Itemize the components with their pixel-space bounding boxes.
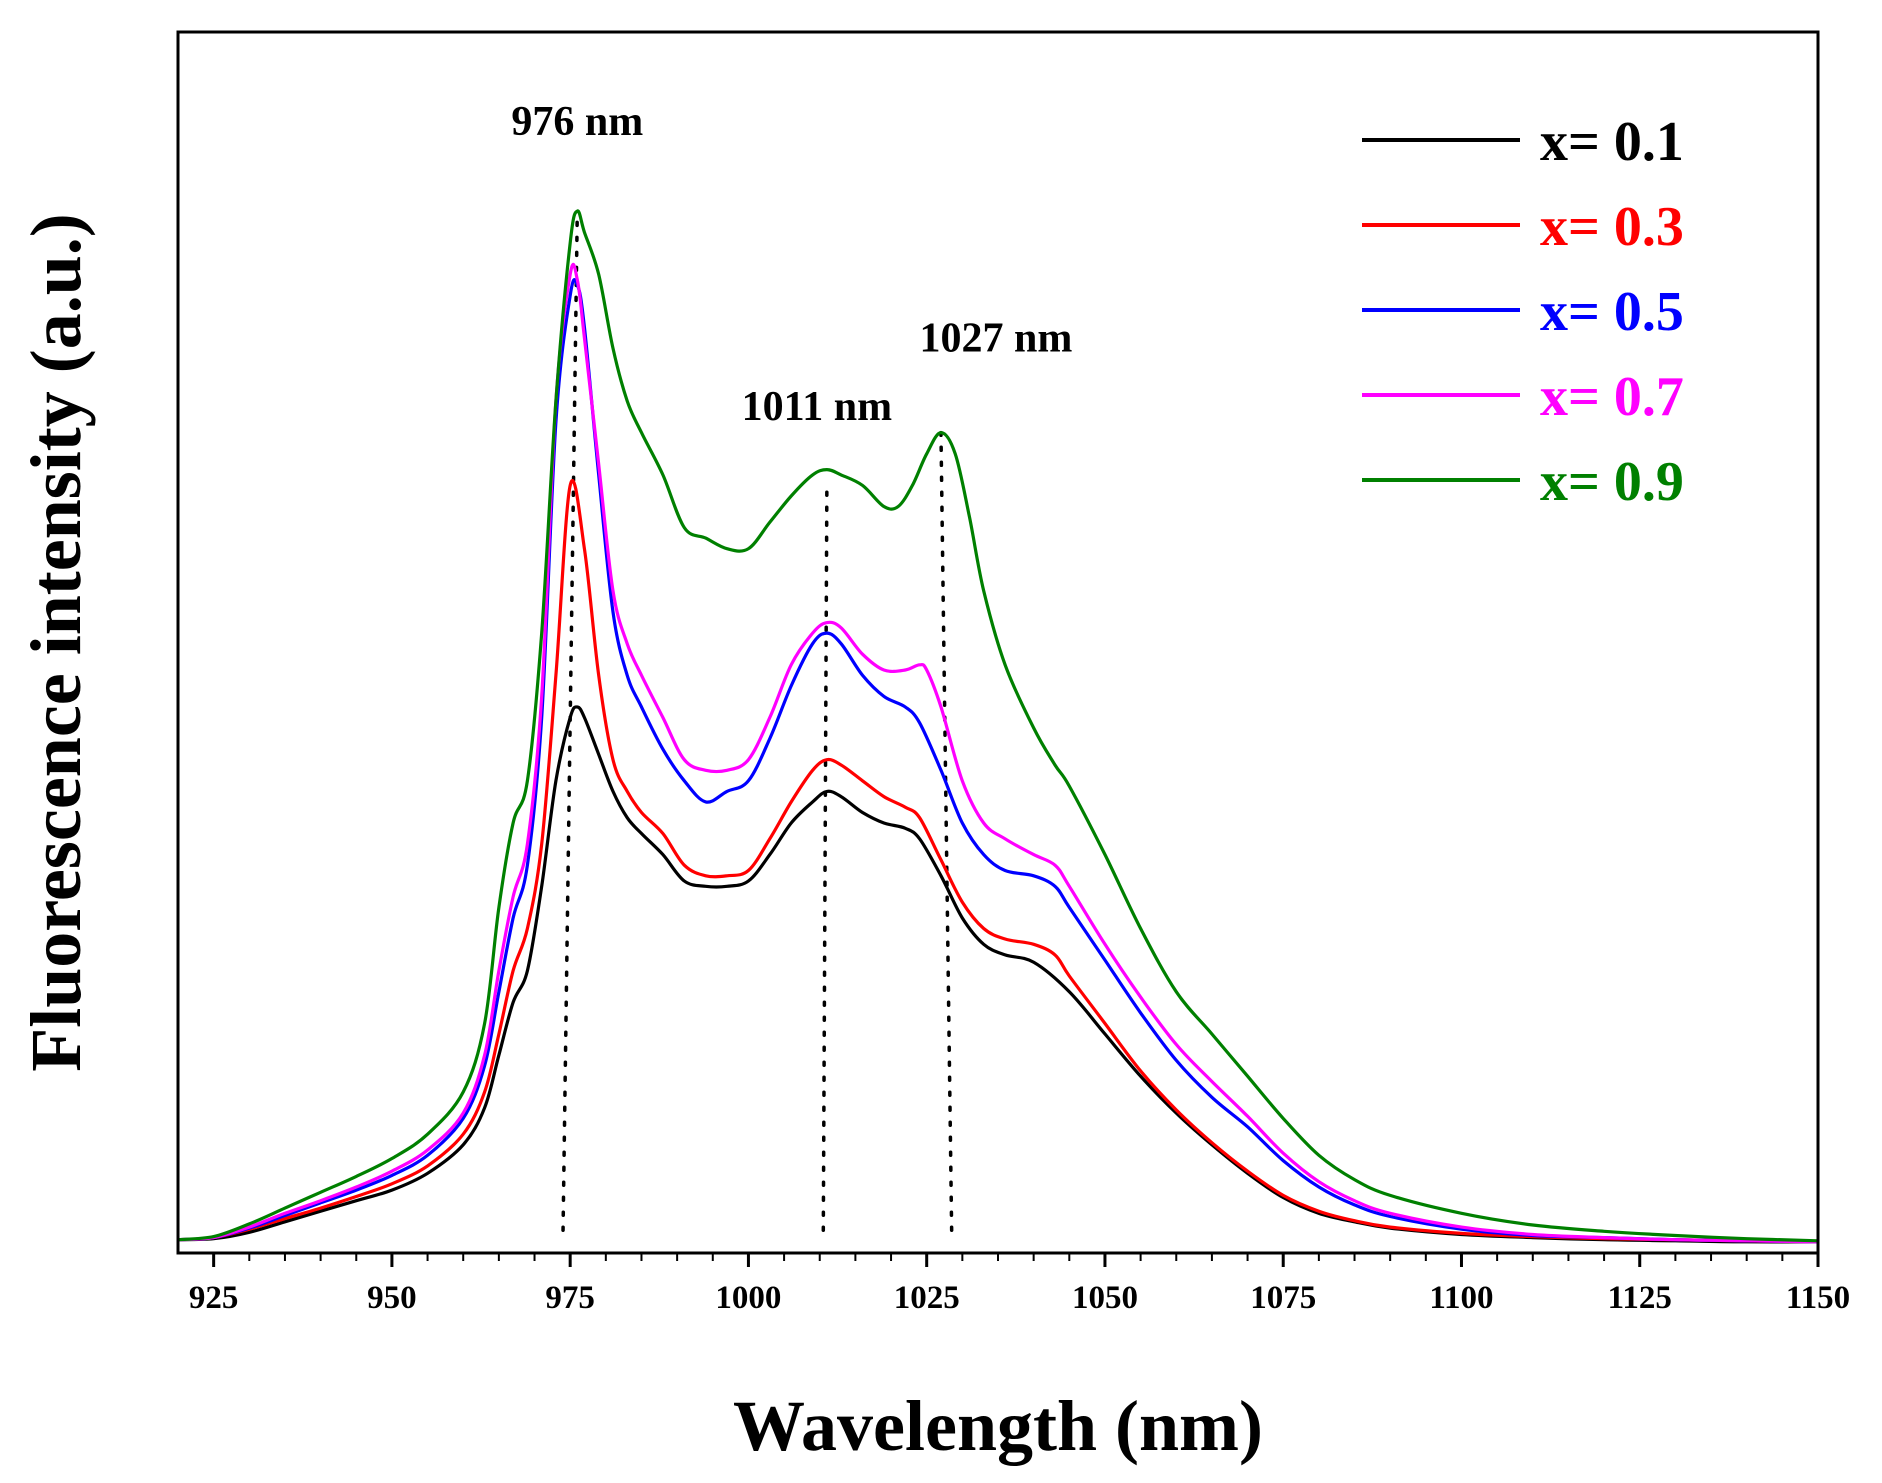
x-tick-label-950: 950 (367, 1280, 417, 1316)
peak-marker-line-2 (821, 483, 829, 1232)
x-tick-label-1100: 1100 (1429, 1280, 1493, 1316)
peak-marker-line-3 (939, 430, 954, 1232)
x-tick-label-1000: 1000 (715, 1280, 781, 1316)
legend-label-5: x= 0.9 (1540, 451, 1684, 513)
legend-label-4: x= 0.7 (1540, 366, 1684, 428)
x-tick-label-1050: 1050 (1072, 1280, 1138, 1316)
legend-label-1: x= 0.1 (1540, 111, 1684, 173)
legend-label-3: x= 0.5 (1540, 281, 1684, 343)
peak-label-1: 976 nm (511, 99, 643, 145)
series-line-5 (177, 209, 1819, 1243)
peak-label-2: 1011 nm (742, 384, 893, 430)
series-line-3 (177, 278, 1819, 1244)
series-line-1 (177, 705, 1819, 1244)
x-tick-label-925: 925 (189, 1280, 239, 1316)
x-tick-label-1125: 1125 (1608, 1280, 1672, 1316)
x-axis-title: Wavelength (nm) (733, 1386, 1263, 1466)
x-tick-label-975: 975 (545, 1280, 595, 1316)
series-line-4 (177, 262, 1819, 1244)
x-axis-ticks: 925 950 975 1000 1025 1050 1075 1100 1125 1150 (189, 1253, 1850, 1316)
peak-labels: 976 nm 1011 nm 1027 nm (511, 99, 1072, 430)
x-tick-label-1075: 1075 (1250, 1280, 1316, 1316)
x-tick-label-1025: 1025 (894, 1280, 960, 1316)
series-line-2 (177, 479, 1819, 1244)
peak-label-3: 1027 nm (920, 316, 1073, 362)
x-tick-label-1150: 1150 (1786, 1280, 1850, 1316)
series-lines (177, 209, 1819, 1244)
y-axis-title: Fluorescence intensity (a.u.) (16, 213, 96, 1072)
legend: x= 0.1 x= 0.3 x= 0.5 x= 0.7 x= 0.9 (1362, 111, 1684, 513)
legend-label-2: x= 0.3 (1540, 196, 1684, 258)
